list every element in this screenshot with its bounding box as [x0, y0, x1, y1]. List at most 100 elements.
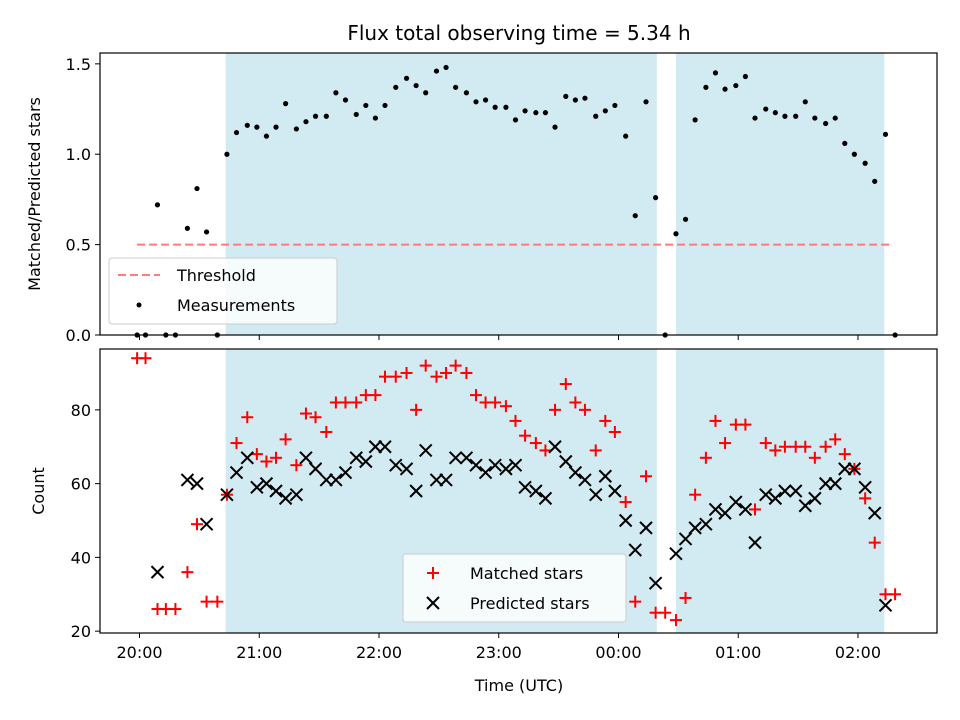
ratio-legend-box [108, 257, 338, 325]
measurement-point [733, 82, 739, 89]
measurement-point [203, 229, 210, 235]
predicted-star-point [768, 491, 783, 506]
matched-star-point [759, 437, 772, 450]
measurement-point [643, 99, 649, 105]
matched-star-point [669, 614, 682, 627]
x-axis: 20:00 21:00 22:00 23:00 00:00 01:00 02:00 [116, 633, 881, 662]
measurement-point [194, 185, 200, 192]
matched-star-point [559, 378, 572, 391]
matched-star-point [139, 352, 152, 365]
predicted-star-point [648, 576, 663, 590]
matched-star-point [181, 566, 194, 579]
measurement-point [632, 213, 638, 219]
measurement-point [563, 93, 569, 99]
predicted-star-point [798, 499, 812, 513]
measurement-point [273, 124, 279, 130]
chart-title: Flux total observing time = 5.34 h [347, 21, 690, 45]
observing-window [675, 349, 885, 633]
matched-star-point [608, 425, 621, 438]
matched-star-point [449, 359, 462, 372]
ratio-legend: Threshold Measurements [108, 257, 338, 325]
measurement-point [503, 104, 509, 110]
predicted-star-point [150, 565, 165, 579]
measurement-point [882, 131, 889, 137]
measurement-point [413, 82, 419, 89]
count-y-axis: 20 40 60 80 [71, 401, 100, 641]
count-legend-box [402, 553, 627, 623]
matched-star-point [419, 359, 432, 372]
matched-star-point [799, 440, 812, 453]
predicted-star-point [418, 443, 433, 458]
measurement-point [522, 108, 528, 114]
matched-star-point [689, 488, 702, 501]
matched-star-point [190, 518, 203, 531]
measurement-point [342, 97, 349, 103]
count-y-axis-label: Count [29, 467, 48, 515]
measurement-point [184, 225, 191, 231]
measurement-point [703, 84, 709, 90]
measurement-point [423, 90, 429, 96]
matched-star-point [440, 366, 453, 379]
matched-star-point [838, 448, 851, 461]
predicted-star-point [389, 458, 403, 472]
measurement-point [382, 102, 388, 109]
predicted-star-point [508, 458, 523, 472]
measurement-point [682, 216, 689, 222]
predicted-star-point [409, 484, 423, 498]
ratio-x-ticks [139, 335, 859, 340]
ratio-panel-frame [99, 52, 938, 336]
measurement-point [303, 119, 309, 125]
predicted-star-point [319, 473, 334, 487]
predicted-star-point [818, 476, 833, 491]
predicted-star-point [628, 543, 642, 557]
measurement-point [752, 115, 758, 121]
measurement-point [572, 97, 578, 103]
predicted-star-point [598, 469, 613, 483]
measurement-point [533, 110, 539, 116]
matched-star-point [211, 595, 224, 608]
predicted-star-point [459, 451, 474, 465]
predicted-star-point [868, 506, 882, 520]
predicted-star-point [838, 462, 852, 476]
measurement-point [582, 95, 588, 101]
measurement-point [453, 84, 459, 90]
measurement-point [832, 115, 838, 121]
measurement-point [872, 178, 878, 184]
predicted-star-point [308, 462, 323, 476]
predicted-star-point [448, 451, 463, 465]
predicted-star-point [220, 487, 234, 502]
matched-star-point [200, 595, 213, 608]
predicted-star-point [788, 484, 803, 498]
matched-star-point [679, 591, 692, 604]
predicted-star-point [708, 502, 723, 517]
matched-star-point [290, 459, 303, 472]
predicted-star-point [559, 454, 573, 469]
measurement-point [763, 106, 769, 112]
matched-star-point [808, 451, 821, 464]
measurement-point [473, 99, 479, 105]
measurement-point [293, 126, 299, 132]
legend-predicted-label: Predicted stars [470, 594, 590, 613]
matched-star-point [489, 396, 502, 409]
measurement-point [653, 195, 659, 201]
matched-star-point [719, 437, 732, 450]
predicted-star-point [669, 546, 683, 561]
predicted-star-point [778, 484, 792, 498]
predicted-star-point [499, 462, 513, 476]
predicted-star-point [378, 440, 392, 454]
matched-star-point [529, 437, 542, 450]
ratio-plot-area [134, 64, 898, 338]
measurement-point [312, 113, 319, 119]
predicted-star-point [199, 517, 214, 531]
measurement-point [602, 108, 608, 114]
legend-measurements-label: Measurements [177, 296, 295, 315]
measurement-point [612, 102, 618, 109]
predicted-star-point [538, 491, 553, 506]
measurement-point [263, 133, 270, 139]
matched-star-point [499, 400, 512, 413]
matched-star-point [629, 595, 642, 608]
matched-star-point [819, 440, 832, 453]
measurement-point [463, 90, 470, 96]
ratio-panel: 0.0 0.5 1.0 1.5 Matched/Predicted stars Thr… [25, 52, 938, 345]
